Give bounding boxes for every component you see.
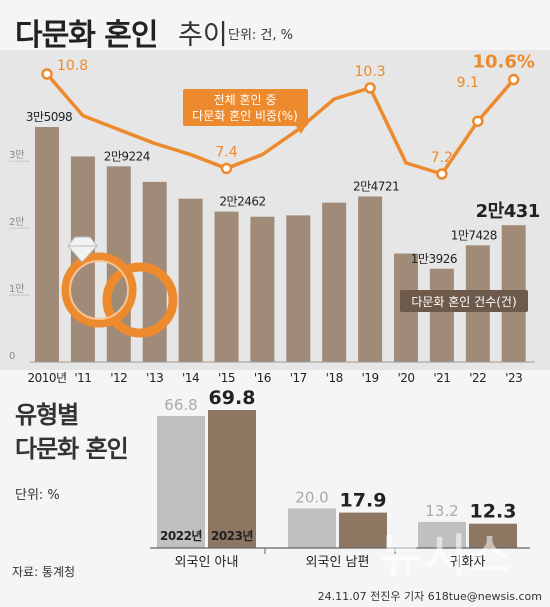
line-legend-pointer [296, 126, 306, 134]
bar-value-label: 3만5098 [26, 110, 72, 124]
section2-unit: 단위: % [15, 488, 60, 503]
watermark: 뉴시스 [380, 529, 513, 583]
x-tick-label: '18 [326, 371, 343, 385]
y-tick-label: 2만 [9, 216, 25, 228]
type-category-label: 외국인 남편 [306, 555, 370, 570]
bar-value-label: 2만9224 [104, 149, 150, 163]
credit-label: 24.11.07 전진우 기자 618tue@newsis.com [317, 590, 542, 603]
ring-right [102, 262, 178, 338]
bar-value-label: 1만7428 [451, 228, 497, 242]
trend-chart: 0 1만 2만 3만 10.8 7.4 10.3 7.2 9.1 10.6% 3만5098 2만92… [9, 52, 540, 385]
bar-0 [35, 127, 59, 362]
bar-legend-box [400, 290, 528, 312]
line-point-9 [364, 82, 376, 94]
line-point-11 [436, 168, 448, 180]
section2-title-line1: 유형별 [15, 401, 79, 429]
line-legend-text-1: 전체 혼인 중 [214, 93, 277, 107]
x-tick-label: 2010년 [27, 371, 66, 385]
type-category-label: 귀화자 [450, 555, 486, 570]
bar-7 [286, 215, 311, 362]
x-tick-label: '13 [146, 371, 163, 385]
line-value-label: 10.6% [472, 52, 534, 73]
source-label: 자료: 통계청 [12, 565, 76, 579]
line-value-label: 7.2 [431, 150, 453, 166]
line-point-12 [472, 115, 484, 127]
type-value-label: 17.9 [340, 490, 387, 512]
bar-8 [322, 202, 347, 362]
x-tick-label: '20 [397, 371, 414, 385]
line-value-label: 10.3 [355, 64, 386, 80]
line-point-13 [507, 73, 520, 86]
y-tick-label: 1만 [9, 283, 25, 295]
x-tick-label: '12 [110, 371, 127, 385]
page-title: 다문화 혼인 [15, 18, 158, 53]
type-bar-1-1 [339, 512, 387, 548]
x-tick-label: '19 [362, 371, 379, 385]
unit-label: 단위: 건, % [228, 28, 294, 43]
x-tick-label: '16 [254, 371, 271, 385]
line-legend-box [183, 89, 308, 126]
wedding-rings-illustration [61, 236, 178, 338]
x-tick-label: '15 [218, 371, 235, 385]
type-category-label: 외국인 아내 [175, 555, 239, 570]
bar-4 [178, 198, 203, 362]
ring-left [61, 252, 137, 328]
type-bar-0-1 [208, 410, 256, 548]
type-value-label: 12.3 [470, 501, 517, 523]
section2-title: 유형별 다문화 혼인 [15, 398, 129, 466]
bar-value-label: 2만2462 [219, 195, 265, 209]
bar-value-label: 1만3926 [411, 252, 457, 266]
x-tick-label: '11 [74, 371, 91, 385]
type-value-label: 69.8 [209, 387, 256, 409]
line-value-label: 9.1 [457, 75, 479, 91]
type-value-label: 20.0 [295, 488, 328, 506]
section2-title-line2: 다문화 혼인 [15, 435, 129, 463]
line-point-0 [41, 68, 53, 80]
type-bar-0-0 [157, 415, 205, 548]
type-value-label: 13.2 [425, 502, 458, 520]
line-value-label: 10.8 [57, 58, 88, 74]
type-bar-1-0 [288, 508, 336, 548]
year-legend-label: 2023년 [211, 529, 253, 543]
x-tick-label: '17 [290, 371, 307, 385]
x-tick-label: '14 [182, 371, 199, 385]
bar-legend-text: 다문화 혼인 건수(건) [411, 295, 516, 309]
y-tick-label: 3만 [9, 149, 25, 161]
y-tick-label: 0 [9, 351, 15, 362]
type-bar-2-1 [469, 523, 517, 548]
type-value-label: 66.8 [164, 396, 197, 414]
x-tick-label: '21 [433, 371, 450, 385]
ring-left-highlight [69, 260, 129, 320]
bar-value-label: 2만431 [476, 201, 540, 222]
line-point-5 [220, 162, 233, 175]
line-value-label: 7.4 [215, 144, 237, 160]
line-legend-text-2: 다문화 혼인 비중(%) [192, 109, 298, 123]
page-title-sub: 추이 [178, 20, 228, 51]
type-bar-2-0 [418, 521, 466, 548]
ratio-line [45, 72, 516, 176]
bar-value-label: 2만4721 [353, 179, 399, 193]
bar-5 [214, 211, 239, 362]
x-tick-label: '22 [469, 371, 486, 385]
year-legend-label: 2022년 [160, 529, 202, 543]
bar-11 [429, 268, 454, 362]
bar-9 [358, 196, 383, 362]
bar-6 [250, 216, 275, 362]
x-tick-label: '23 [505, 371, 522, 385]
diamond-icon [67, 236, 98, 263]
